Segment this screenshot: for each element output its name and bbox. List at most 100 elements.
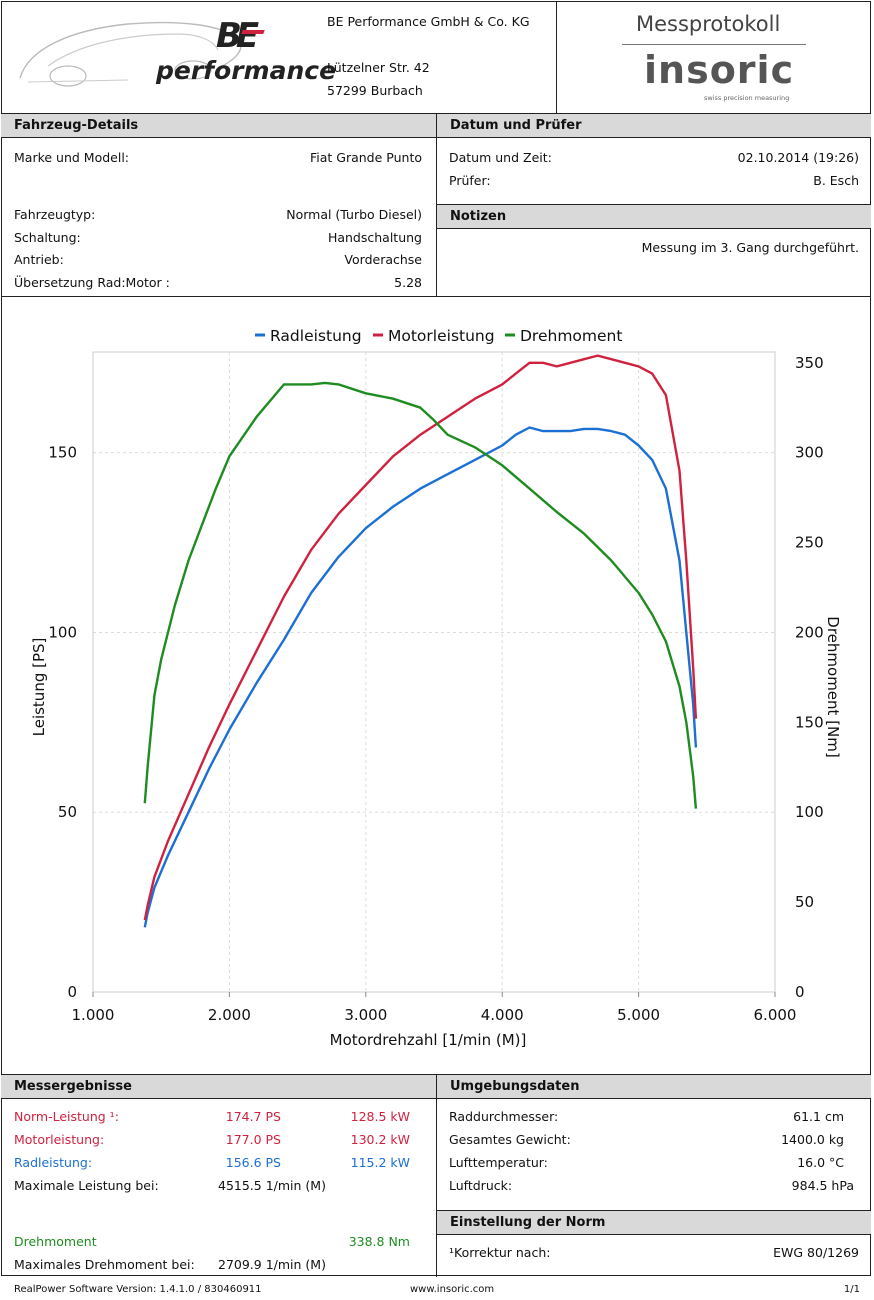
y2-tick-label: 150 [795, 713, 824, 731]
power-torque-chart: 1.000 2.000 3.000 4.000 5.000 6.000 0 50 100 150… [30, 327, 842, 1049]
max-power-label: Maximale Leistung bei: [14, 1178, 159, 1193]
max-power-value: 4515.5 1/min (M) [218, 1178, 326, 1193]
series-line-radleistung [143, 426, 698, 928]
be-performance-logo: BE performance [8, 10, 336, 102]
engine-power-kw: 130.2 kW [350, 1132, 410, 1147]
x-tick-label: 3.000 [344, 1006, 387, 1024]
tester-value: B. Esch [813, 173, 859, 188]
insoric-tagline: swiss precision measuring [704, 94, 790, 102]
x-axis-label: Motordrehzahl [1/min (M)] [330, 1031, 527, 1049]
wheel-power-ps: 156.6 PS [225, 1155, 281, 1170]
brand-name: performance [156, 56, 337, 85]
vehicle-value-ratio: 5.28 [394, 275, 422, 290]
footer-url[interactable]: www.insoric.com [410, 1284, 495, 1295]
plot-area-border [92, 351, 776, 993]
x-tick-label: 4.000 [481, 1006, 524, 1024]
y2-tick-label: 0 [795, 983, 805, 1001]
y2-tick-label: 200 [795, 623, 824, 641]
vehicle-heading: Fahrzeug-Details [1, 114, 436, 138]
company-street: Lützelner Str. 42 [327, 60, 430, 75]
y2-tick-label: 250 [795, 534, 824, 552]
chart-series [143, 354, 698, 928]
tester-label: Prüfer: [449, 173, 491, 188]
legend-label: Motorleistung [388, 327, 495, 345]
notes-top-rule [437, 204, 871, 205]
chart-grid [92, 352, 776, 993]
insoric-logo: insoric swiss precision measuring [640, 48, 793, 104]
env-label-air-pressure: Luftdruck: [449, 1178, 513, 1193]
y-tick-label: 150 [48, 444, 77, 462]
norm-power-ps: 174.7 PS [225, 1109, 281, 1124]
env-value-weight: 1400.0 kg [781, 1132, 844, 1147]
results-heading: Messergebnisse [1, 1075, 436, 1099]
env-label-weight: Gesamtes Gewicht: [449, 1132, 571, 1147]
norm-power-label: Norm-Leistung ¹: [14, 1109, 119, 1124]
norm-label: ¹Korrektur nach: [449, 1245, 551, 1260]
legend-label: Radleistung [270, 327, 362, 345]
be-mark: BE [216, 16, 259, 56]
header-divider [556, 1, 557, 113]
x-tick-label: 6.000 [754, 1006, 797, 1024]
vehicle-label-type: Fahrzeugtyp: [14, 207, 96, 222]
y-tick-label: 100 [48, 623, 77, 641]
company-city: 57299 Burbach [327, 83, 423, 98]
max-torque-label: Maximales Drehmoment bei: [14, 1257, 195, 1272]
series-line-motorleistung [143, 354, 698, 921]
vehicle-label-gearbox: Schaltung: [14, 230, 81, 245]
company-name: BE Performance GmbH & Co. KG [327, 14, 530, 29]
x-tick-label: 2.000 [208, 1006, 251, 1024]
env-label-air-temp: Lufttemperatur: [449, 1155, 548, 1170]
y2-tick-label: 50 [795, 893, 814, 911]
y-axis-label: Leistung [PS] [30, 638, 48, 737]
env-label-wheel-diameter: Raddurchmesser: [449, 1109, 559, 1124]
y2-tick-label: 350 [795, 354, 824, 372]
vehicle-label-make: Marke und Modell: [14, 150, 130, 165]
footer-page: 1/1 [843, 1284, 860, 1295]
environment-heading: Umgebungsdaten [437, 1075, 871, 1099]
engine-power-ps: 177.0 PS [225, 1132, 281, 1147]
env-value-wheel-diameter: 61.1 cm [793, 1109, 844, 1124]
x-tick-label: 1.000 [72, 1006, 115, 1024]
y-axis-ticks: 0 50 100 150 [48, 444, 77, 1001]
series-line-drehmoment [143, 381, 698, 809]
torque-value: 338.8 Nm [348, 1234, 410, 1249]
x-axis-ticks: 1.000 2.000 3.000 4.000 5.000 6.000 [72, 992, 797, 1024]
max-torque-value: 2709.9 1/min (M) [218, 1257, 326, 1272]
y-tick-label: 50 [58, 803, 77, 821]
insoric-wordmark: insoric [644, 48, 795, 92]
engine-power-label: Motorleistung: [14, 1132, 105, 1147]
chart-legend: Radleistung Motorleistung Drehmoment [255, 327, 622, 345]
norm-value: EWG 80/1269 [773, 1245, 859, 1260]
date-value: 02.10.2014 (19:26) [737, 150, 859, 165]
details-divider [436, 113, 437, 296]
notes-text: Messung im 3. Gang durchgeführt. [641, 240, 859, 255]
vehicle-label-drive: Antrieb: [14, 252, 64, 267]
date-label: Datum und Zeit: [449, 150, 552, 165]
footer-version: RealPower Software Version: 1.4.1.0 / 83… [14, 1284, 262, 1295]
vehicle-value-gearbox: Handschaltung [327, 230, 422, 245]
date-tester-heading: Datum und Prüfer [437, 114, 871, 138]
x-tick-label: 5.000 [617, 1006, 660, 1024]
car-silhouette-icon [19, 21, 242, 87]
y2-tick-label: 300 [795, 444, 824, 462]
notes-heading: Notizen [437, 205, 871, 229]
wheel-power-kw: 115.2 kW [350, 1155, 410, 1170]
y2-axis-label: Drehmoment [Nm] [824, 616, 842, 757]
env-value-air-temp: 16.0 °C [797, 1155, 844, 1170]
details-bottom-rule [1, 296, 871, 297]
y2-tick-label: 100 [795, 803, 824, 821]
torque-label: Drehmoment [14, 1234, 97, 1249]
vehicle-value-make: Fiat Grande Punto [309, 150, 422, 165]
y-tick-label: 0 [67, 983, 77, 1001]
wheel-power-label: Radleistung: [14, 1155, 93, 1170]
vehicle-label-ratio: Übersetzung Rad:Motor : [14, 275, 170, 290]
results-divider [436, 1074, 437, 1277]
be-mark-accent [241, 30, 265, 34]
vehicle-value-type: Normal (Turbo Diesel) [286, 207, 422, 222]
norm-top-rule [437, 1210, 871, 1211]
env-value-air-pressure: 984.5 hPa [791, 1178, 854, 1193]
y2-axis-ticks: 0 50 100 150 200 250 300 350 [795, 354, 824, 1001]
vehicle-value-drive: Vorderachse [344, 252, 422, 267]
doc-title: Messprotokoll [636, 12, 781, 36]
title-underline [622, 44, 806, 45]
